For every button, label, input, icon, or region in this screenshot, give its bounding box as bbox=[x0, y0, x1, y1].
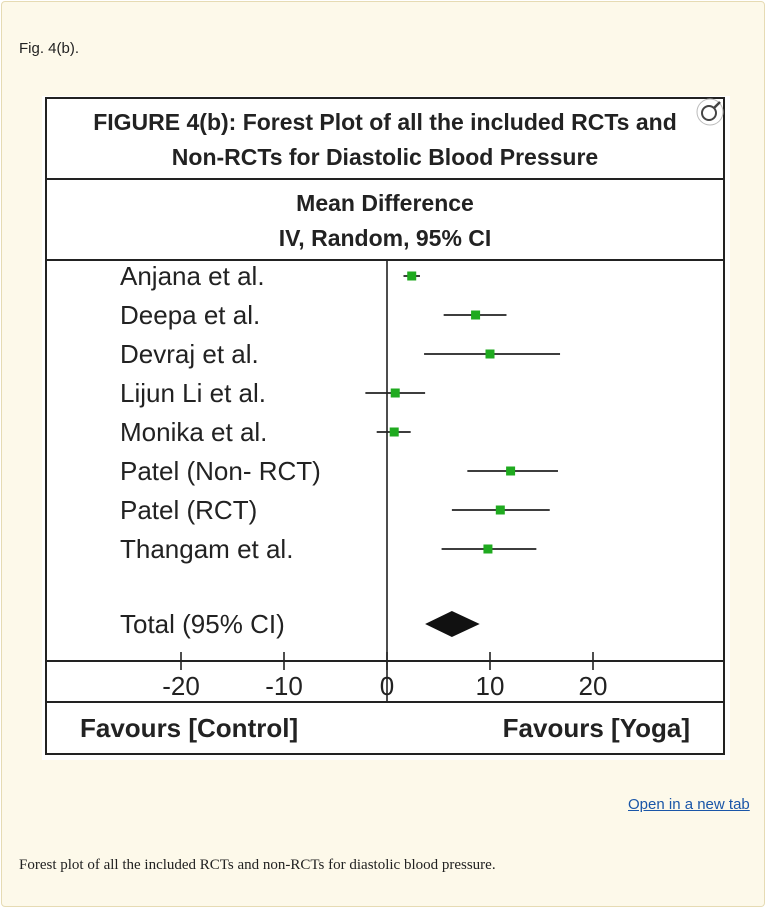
effect-marker bbox=[506, 466, 516, 476]
effect-marker bbox=[390, 388, 400, 398]
study-label: Thangam et al. bbox=[120, 534, 293, 564]
effect-marker bbox=[389, 427, 399, 437]
magnifier-icon[interactable] bbox=[696, 98, 724, 126]
header-line2: IV, Random, 95% CI bbox=[279, 225, 492, 251]
study-label: Anjana et al. bbox=[120, 261, 265, 291]
x-tick-label: 20 bbox=[579, 671, 608, 701]
x-tick-label: -20 bbox=[162, 671, 200, 701]
effect-marker bbox=[407, 271, 417, 281]
figure-image[interactable]: FIGURE 4(b): Forest Plot of all the incl… bbox=[42, 96, 730, 760]
figure-caption: Forest plot of all the included RCTs and… bbox=[19, 857, 496, 873]
study-row: Devraj et al. bbox=[120, 339, 561, 369]
study-rows: Anjana et al. Deepa et al. Devraj et al. Li… bbox=[120, 260, 561, 702]
effect-marker bbox=[485, 349, 495, 359]
favours-yoga-label: Favours [Yoga] bbox=[503, 713, 690, 743]
x-tick-label: 0 bbox=[380, 671, 394, 701]
study-label: Deepa et al. bbox=[120, 300, 260, 330]
figure-label: Fig. 4(b). bbox=[19, 40, 80, 57]
study-row: Monika et al. bbox=[120, 417, 411, 447]
favours-control-label: Favours [Control] bbox=[80, 713, 298, 743]
total-row: Total (95% CI) bbox=[120, 609, 480, 639]
plot-border bbox=[45, 97, 725, 755]
header-line1: Mean Difference bbox=[296, 190, 474, 216]
study-row: Patel (Non- RCT) bbox=[120, 456, 558, 486]
study-row: Deepa et al. bbox=[120, 300, 507, 330]
study-row: Thangam et al. bbox=[120, 534, 537, 564]
study-row: Anjana et al. bbox=[120, 261, 420, 291]
study-row: Lijun Li et al. bbox=[120, 378, 426, 408]
x-tick-label: 10 bbox=[476, 671, 505, 701]
study-label: Patel (Non- RCT) bbox=[120, 456, 321, 486]
open-in-new-tab-link[interactable]: Open in a new tab bbox=[628, 796, 750, 813]
study-label: Patel (RCT) bbox=[120, 495, 257, 525]
chart-title-line2: Non-RCTs for Diastolic Blood Pressure bbox=[172, 144, 598, 170]
total-label: Total (95% CI) bbox=[120, 609, 285, 639]
study-label: Devraj et al. bbox=[120, 339, 259, 369]
study-label: Lijun Li et al. bbox=[120, 378, 266, 408]
study-row: Patel (RCT) bbox=[120, 495, 550, 525]
forest-plot: FIGURE 4(b): Forest Plot of all the incl… bbox=[45, 97, 725, 755]
x-axis-ticks: -20 -10 0 10 20 bbox=[162, 652, 607, 701]
effect-marker bbox=[471, 310, 481, 320]
x-tick-label: -10 bbox=[265, 671, 303, 701]
effect-marker bbox=[483, 544, 493, 554]
chart-title-line1: FIGURE 4(b): Forest Plot of all the incl… bbox=[93, 109, 677, 135]
total-diamond bbox=[425, 611, 480, 637]
study-label: Monika et al. bbox=[120, 417, 267, 447]
effect-marker bbox=[495, 505, 505, 515]
